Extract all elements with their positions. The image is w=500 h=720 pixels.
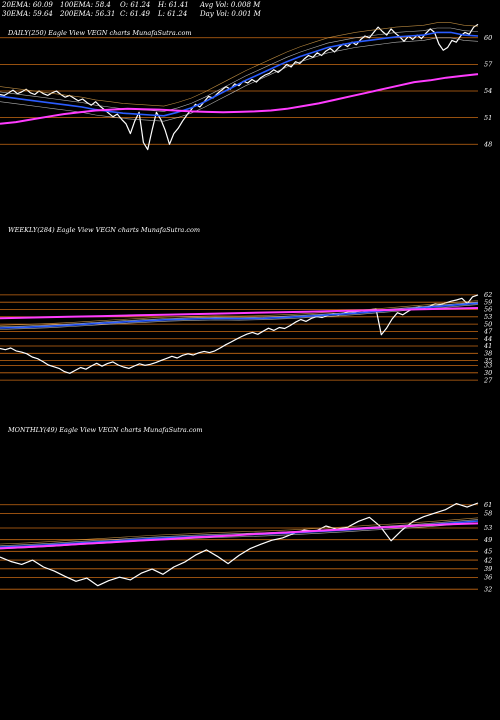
weekly-y-tick-label: 44 <box>483 335 492 343</box>
weekly-y-tick-label: 41 <box>483 342 492 350</box>
stat-avg-vol: Avg Vol: 0.008 M <box>200 1 261 9</box>
daily-y-tick-label: 54 <box>484 87 492 95</box>
monthly-ma-bundle-line <box>0 517 479 545</box>
stat-ema100: 100EMA: 58.4 <box>60 1 111 9</box>
monthly-y-tick-label: 42 <box>483 556 492 564</box>
weekly-y-tick-label: 35 <box>484 357 492 365</box>
monthly-price-line <box>0 502 479 587</box>
weekly-y-tick-label: 38 <box>484 350 492 358</box>
weekly-y-tick-label: 50 <box>484 320 492 328</box>
weekly-ma-bundle-line <box>0 304 479 330</box>
daily-y-tick-label: 57 <box>484 61 493 69</box>
weekly-ma-bundle-line <box>0 301 479 328</box>
daily-y-tick-label: 60 <box>484 34 492 42</box>
monthly-y-tick-label: 45 <box>483 548 492 556</box>
monthly-ema-long-line <box>0 522 479 550</box>
monthly-y-tick-label: 36 <box>484 574 492 582</box>
monthly-y-tick-label: 49 <box>483 536 492 544</box>
monthly-ma-bundle-line <box>0 519 479 547</box>
weekly-y-tick-label: 47 <box>483 328 493 336</box>
monthly-y-tick-label: 61 <box>484 501 492 509</box>
daily-y-tick-label: 51 <box>484 114 492 122</box>
daily-ema-long-line <box>0 73 479 125</box>
stat-day-vol: Day Vol: 0.001 M <box>200 10 261 18</box>
stat-high: H: 61.41 <box>158 1 189 9</box>
daily-ma-bundle-line <box>0 22 479 107</box>
weekly-ma-bundle-line <box>0 300 479 326</box>
monthly-y-tick-label: 53 <box>484 524 492 532</box>
stat-ema30: 30EMA: 59.64 <box>2 10 53 18</box>
monthly-y-tick-label: 39 <box>484 565 492 573</box>
daily-ma-bundle-line <box>0 27 479 112</box>
weekly-y-tick-label: 59 <box>484 298 492 306</box>
weekly-price-line <box>0 294 479 374</box>
daily-panel-label: DAILY(250) Eagle View VEGN charts Munafa… <box>8 29 192 37</box>
stat-low: L: 61.24 <box>158 10 188 18</box>
stat-close: C: 61.49 <box>120 10 150 18</box>
weekly-y-tick-label: 56 <box>484 306 492 314</box>
daily-ema-short-line <box>0 31 479 117</box>
weekly-y-tick-label: 30 <box>484 369 492 377</box>
daily-price-line <box>0 23 479 151</box>
monthly-y-tick-label: 32 <box>484 585 492 593</box>
daily-panel: 60 57 54 51 48 <box>0 22 493 151</box>
weekly-y-tick-label: 62 <box>484 291 492 299</box>
stat-open: O: 61.24 <box>120 1 151 9</box>
weekly-panel-label: WEEKLY(284) Eagle View VEGN charts Munaf… <box>8 226 201 234</box>
weekly-y-tick-label: 33 <box>484 362 492 370</box>
weekly-y-tick-label: 53 <box>484 313 492 321</box>
monthly-y-tick-label: 58 <box>484 510 492 518</box>
daily-y-tick-label: 48 <box>483 140 492 148</box>
stat-ema20: 20EMA: 60.09 <box>2 1 53 9</box>
weekly-ema-long-line <box>0 307 479 320</box>
monthly-panel-label: MONTHLY(49) Eagle View VEGN charts Munaf… <box>8 426 203 434</box>
stat-ema200: 200EMA: 56.31 <box>60 10 116 18</box>
weekly-y-tick-label: 27 <box>483 376 493 384</box>
